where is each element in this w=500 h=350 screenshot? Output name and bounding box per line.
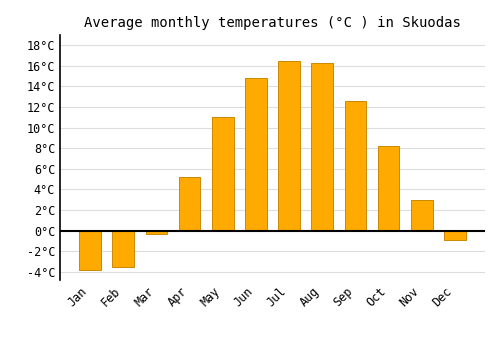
Bar — [146, 231, 167, 234]
Bar — [212, 117, 234, 231]
Bar — [378, 146, 400, 231]
Bar — [344, 101, 366, 231]
Bar — [278, 61, 300, 231]
Bar — [112, 231, 134, 267]
Bar — [80, 231, 101, 270]
Bar — [245, 78, 266, 231]
Title: Average monthly temperatures (°C ) in Skuodas: Average monthly temperatures (°C ) in Sk… — [84, 16, 461, 30]
Bar — [411, 200, 432, 231]
Bar — [444, 231, 466, 240]
Bar — [312, 63, 333, 231]
Bar — [179, 177, 201, 231]
